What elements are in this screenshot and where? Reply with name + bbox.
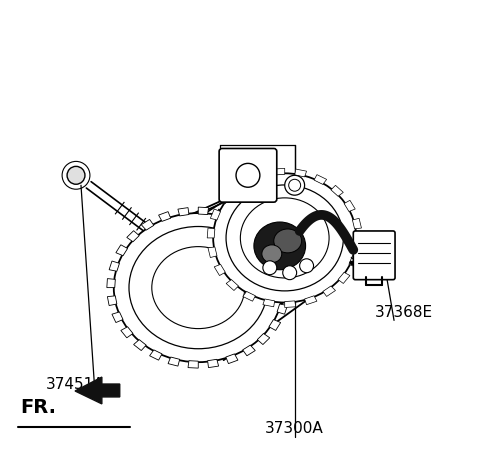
FancyBboxPatch shape bbox=[353, 231, 395, 280]
Ellipse shape bbox=[254, 222, 306, 270]
FancyBboxPatch shape bbox=[219, 148, 277, 202]
Polygon shape bbox=[252, 171, 265, 180]
Circle shape bbox=[263, 261, 277, 275]
Polygon shape bbox=[280, 270, 289, 279]
Polygon shape bbox=[121, 327, 133, 338]
Polygon shape bbox=[198, 207, 208, 215]
Circle shape bbox=[236, 163, 260, 187]
Polygon shape bbox=[208, 247, 217, 258]
Polygon shape bbox=[269, 319, 281, 331]
Text: 37300A: 37300A bbox=[265, 421, 324, 436]
Polygon shape bbox=[250, 225, 263, 235]
Polygon shape bbox=[349, 256, 359, 267]
Ellipse shape bbox=[213, 173, 356, 303]
Ellipse shape bbox=[129, 226, 267, 349]
Polygon shape bbox=[263, 299, 275, 307]
Text: 37451A: 37451A bbox=[46, 377, 104, 391]
Polygon shape bbox=[112, 312, 123, 322]
Polygon shape bbox=[207, 228, 215, 238]
Polygon shape bbox=[277, 304, 288, 314]
Polygon shape bbox=[338, 272, 350, 284]
Polygon shape bbox=[274, 253, 285, 263]
Polygon shape bbox=[314, 175, 326, 184]
Ellipse shape bbox=[152, 247, 245, 329]
Polygon shape bbox=[243, 345, 255, 356]
Polygon shape bbox=[226, 354, 238, 364]
Polygon shape bbox=[352, 218, 361, 229]
Polygon shape bbox=[188, 361, 198, 368]
Text: 37368E: 37368E bbox=[375, 305, 433, 320]
Ellipse shape bbox=[114, 213, 283, 362]
Polygon shape bbox=[217, 209, 228, 218]
Circle shape bbox=[283, 266, 297, 280]
Polygon shape bbox=[243, 291, 255, 301]
Polygon shape bbox=[235, 215, 247, 226]
Polygon shape bbox=[281, 288, 290, 297]
Polygon shape bbox=[274, 168, 285, 175]
Circle shape bbox=[300, 259, 313, 273]
Polygon shape bbox=[210, 209, 220, 220]
Circle shape bbox=[67, 166, 85, 184]
Polygon shape bbox=[108, 296, 117, 305]
Ellipse shape bbox=[274, 229, 301, 253]
Polygon shape bbox=[107, 279, 115, 288]
Text: FR.: FR. bbox=[20, 398, 56, 417]
Polygon shape bbox=[234, 179, 247, 190]
Polygon shape bbox=[133, 340, 146, 350]
Polygon shape bbox=[116, 245, 128, 256]
Polygon shape bbox=[214, 264, 226, 276]
Polygon shape bbox=[208, 359, 218, 368]
Polygon shape bbox=[150, 350, 162, 360]
Polygon shape bbox=[127, 231, 139, 242]
Polygon shape bbox=[178, 207, 189, 216]
Polygon shape bbox=[331, 185, 343, 196]
Polygon shape bbox=[226, 280, 239, 290]
Polygon shape bbox=[305, 296, 317, 305]
Ellipse shape bbox=[226, 185, 343, 291]
Polygon shape bbox=[295, 169, 307, 177]
Polygon shape bbox=[75, 377, 120, 404]
Polygon shape bbox=[264, 237, 276, 249]
Polygon shape bbox=[109, 261, 120, 271]
Polygon shape bbox=[285, 301, 296, 308]
Ellipse shape bbox=[240, 198, 329, 278]
Polygon shape bbox=[141, 220, 154, 230]
Polygon shape bbox=[323, 286, 336, 296]
Circle shape bbox=[285, 175, 305, 195]
Polygon shape bbox=[168, 357, 180, 366]
Polygon shape bbox=[257, 333, 270, 345]
Ellipse shape bbox=[262, 245, 282, 263]
Polygon shape bbox=[344, 200, 355, 212]
Polygon shape bbox=[219, 193, 231, 203]
Polygon shape bbox=[355, 238, 362, 248]
Polygon shape bbox=[158, 212, 171, 221]
